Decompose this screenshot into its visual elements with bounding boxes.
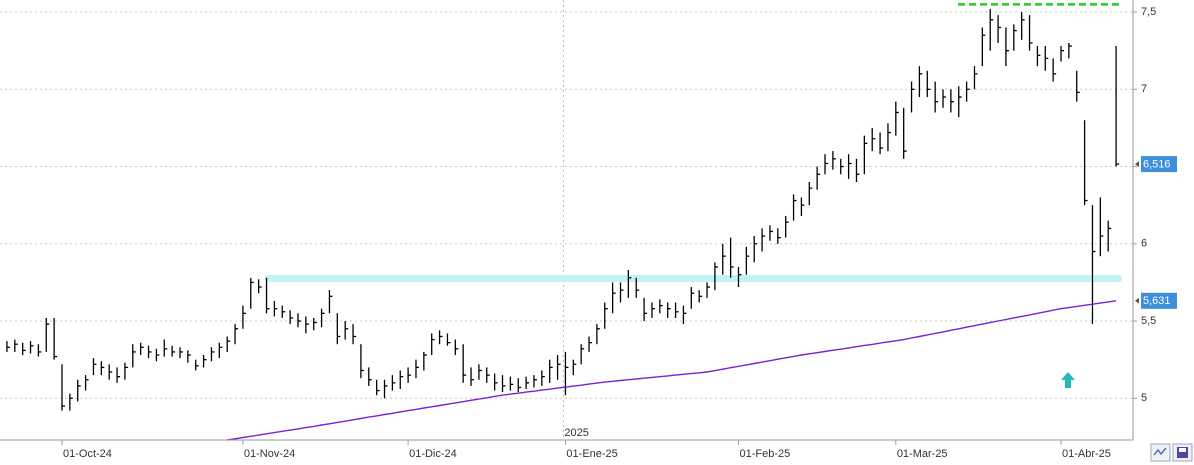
price-marker [1135,161,1139,168]
x-tick-label: 01-Feb-25 [739,448,790,460]
price-label: 5,631 [1143,295,1171,307]
x-tick-label: 01-Oct-24 [63,448,112,460]
year-label: 2025 [564,427,588,439]
moving-average-line [227,300,1117,441]
price-label-box [1141,292,1177,309]
support-band [265,275,1122,283]
save-icon [1177,447,1188,458]
bars-layer [6,8,1120,411]
x-tick-label: 01-Dic-24 [409,448,457,460]
y-tick-label: 5 [1141,392,1147,404]
y-tick-label: 7,5 [1141,6,1156,18]
price-label-box [1141,156,1177,173]
signal-arrow [1061,372,1075,388]
axes-layer: 55,566,577,501-Oct-2401-Nov-2401-Dic-240… [61,6,1177,460]
price-label: 6,516 [1143,158,1171,170]
y-tick-label: 6 [1141,238,1147,250]
save-icon-label [1179,448,1186,452]
x-tick-label: 01-Ene-25 [566,448,617,460]
x-tick-label: 01-Abr-25 [1062,448,1111,460]
y-tick-label: 7 [1141,83,1147,95]
overlay-layer [227,300,1117,441]
x-tick-label: 01-Nov-24 [244,448,295,460]
y-tick-label: 5,5 [1141,315,1156,327]
levels-layer [265,3,1122,283]
zoom-icon [1153,447,1167,456]
toolbar[interactable] [1150,443,1193,462]
grid-layer [0,0,1133,440]
price-marker [1135,297,1139,304]
x-tick-label: 01-Mar-25 [897,448,948,460]
